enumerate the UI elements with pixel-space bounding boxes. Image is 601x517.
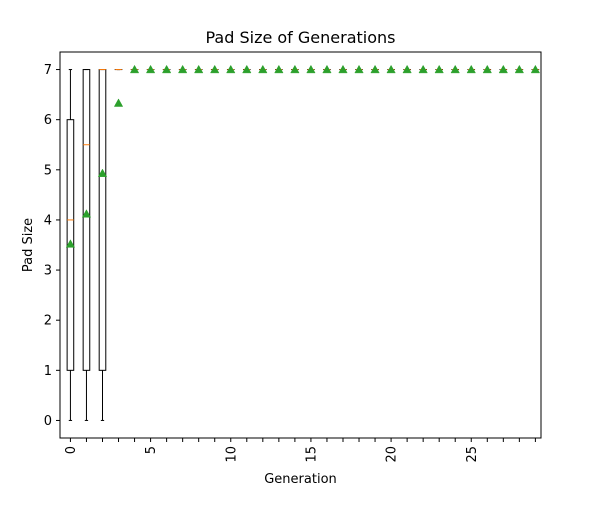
mean-marker [145, 64, 156, 74]
x-tick-label-15: 15 [304, 446, 319, 463]
box-generation-8 [194, 64, 204, 74]
mean-marker [370, 64, 380, 74]
box-generation-25 [466, 64, 476, 74]
mean-marker [113, 98, 124, 107]
box-generation-23 [434, 64, 444, 74]
box-generation-1 [81, 69, 92, 421]
box-generation-2 [97, 69, 108, 421]
mean-marker [290, 64, 300, 74]
y-tick-label-7: 7 [44, 63, 52, 78]
mean-marker [498, 64, 508, 74]
mean-marker [81, 209, 92, 218]
box-generation-4 [129, 64, 140, 74]
mean-marker [386, 64, 396, 74]
box-generation-7 [178, 64, 188, 74]
mean-marker [450, 64, 460, 74]
mean-marker [322, 64, 332, 74]
mean-marker [466, 64, 476, 74]
box-generation-26 [482, 64, 492, 74]
box-generation-16 [322, 64, 332, 74]
y-axis-label: Pad Size [21, 218, 36, 272]
mean-marker [226, 64, 236, 74]
mean-marker [434, 64, 444, 74]
y-axis: 0 1 2 3 4 5 6 7 [44, 63, 60, 429]
box-generation-27 [498, 64, 508, 74]
mean-marker [482, 64, 492, 74]
mean-marker [418, 64, 428, 74]
y-tick-label-4: 4 [44, 213, 52, 228]
x-tick-label-5: 5 [144, 446, 159, 454]
box-generation-18 [354, 64, 364, 74]
plot-area [65, 64, 541, 421]
mean-marker [258, 64, 268, 74]
chart-title: Pad Size of Generations [205, 28, 395, 47]
box-generation-22 [418, 64, 428, 74]
box-generation-12 [258, 64, 268, 74]
box-generation-28 [514, 64, 524, 74]
mean-marker [530, 64, 541, 74]
box-generation-3 [113, 69, 124, 107]
mean-marker [97, 168, 108, 177]
box-generation-0 [65, 69, 76, 421]
mean-marker [274, 64, 284, 74]
y-tick-label-5: 5 [44, 163, 52, 178]
y-tick-label-3: 3 [44, 264, 52, 279]
mean-marker [402, 64, 412, 74]
mean-marker [129, 64, 140, 74]
box-generation-11 [242, 64, 252, 74]
mean-marker [178, 64, 188, 74]
box-generation-13 [274, 64, 284, 74]
x-axis-label: Generation [264, 472, 337, 487]
x-tick-label-10: 10 [224, 446, 239, 463]
box-generation-14 [290, 64, 300, 74]
mean-marker [514, 64, 524, 74]
box-generation-24 [450, 64, 460, 74]
box-generation-9 [210, 64, 220, 74]
y-tick-label-1: 1 [44, 364, 52, 379]
box-generation-15 [306, 64, 316, 74]
mean-marker [338, 64, 348, 74]
box-generation-5 [145, 64, 156, 74]
mean-marker [306, 64, 316, 74]
box-generation-17 [338, 64, 348, 74]
mean-marker [161, 64, 172, 74]
x-tick-label-25: 25 [465, 446, 480, 463]
box-generation-10 [226, 64, 236, 74]
x-tick-label-20: 20 [385, 446, 400, 463]
box-generation-19 [370, 64, 380, 74]
y-tick-label-6: 6 [44, 113, 52, 128]
iqr-box [82, 69, 91, 371]
mean-marker [65, 239, 76, 248]
box-generation-21 [402, 64, 412, 74]
mean-marker [194, 64, 204, 74]
mean-marker [354, 64, 364, 74]
x-tick-label-0: 0 [64, 446, 79, 454]
box-generation-20 [386, 64, 396, 74]
iqr-box [66, 119, 75, 371]
box-generation-29 [530, 64, 541, 74]
mean-marker [242, 64, 252, 74]
y-tick-label-2: 2 [44, 314, 52, 329]
y-tick-label-0: 0 [44, 414, 52, 429]
axes-frame [59, 51, 542, 439]
mean-marker [210, 64, 220, 74]
x-axis: 0 5 10 15 20 25 [64, 438, 536, 463]
box-generation-6 [161, 64, 172, 74]
